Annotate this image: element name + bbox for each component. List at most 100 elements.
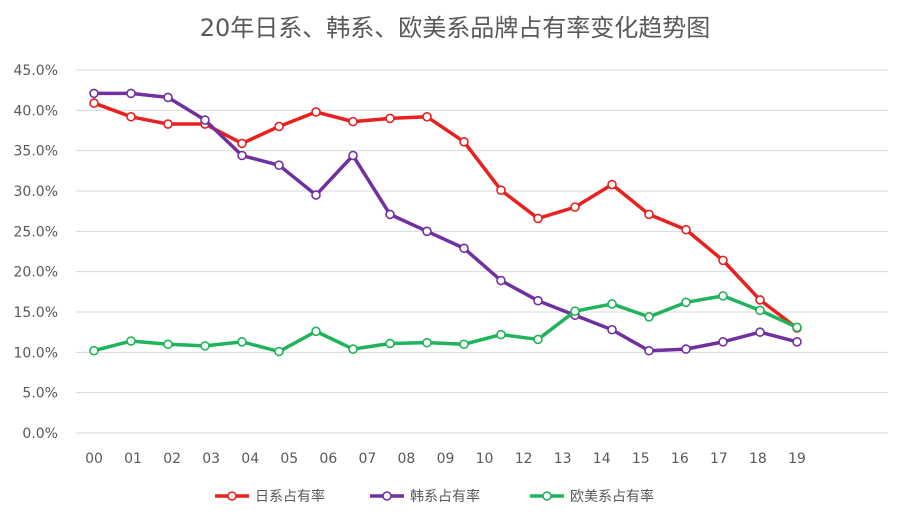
data-point [311,326,321,337]
data-point [348,344,358,354]
legend-swatch-marker [382,491,392,501]
x-tick-label: 17 [710,451,728,467]
data-point [274,160,284,170]
x-tick-label: 12 [515,451,533,467]
x-tick-label: 10 [476,451,494,467]
y-tick-label: 40.0% [14,103,58,119]
y-tick-label: 25.0% [14,224,58,240]
data-point [200,341,210,351]
x-tick-label: 08 [398,451,416,467]
data-point [385,113,395,124]
data-point [570,306,580,316]
data-point [644,209,654,220]
data-point [755,295,765,305]
y-tick-label: 5.0% [22,386,58,402]
series-lines [89,88,802,357]
x-tick-label: 02 [163,451,181,467]
y-axis-ticks: 0.0% 5.0% 10.0% 15.0% 20.0% 25.0% 30.0% 35.0% 40… [14,63,58,442]
data-point [200,115,210,125]
data-point [792,337,802,347]
data-point [385,209,395,220]
series-line-2 [92,294,799,354]
x-tick-label: 13 [554,451,572,467]
x-axis-ticks: 00 01 02 03 04 05 06 07 08 09 10 12 13 14 15 16 17 18 19 [85,451,806,467]
data-point [89,345,99,356]
x-tick-label: 15 [632,451,650,467]
data-point [126,111,136,122]
x-tick-label: 05 [280,451,298,467]
data-point [718,255,728,266]
data-point [348,116,358,127]
y-tick-label: 30.0% [14,184,58,200]
data-point [496,329,506,340]
data-point [459,243,469,254]
data-point [755,327,765,337]
data-point [533,334,543,345]
data-point [89,98,99,108]
data-point [422,226,432,237]
data-point [237,150,247,161]
y-tick-label: 35.0% [14,144,58,160]
y-tick-label: 10.0% [14,345,58,361]
data-point [126,336,136,346]
data-point [607,324,617,335]
x-tick-label: 16 [671,451,689,467]
data-point [718,337,728,347]
data-point [274,346,284,357]
data-point [163,119,173,129]
data-point [533,213,543,224]
data-point [422,337,432,348]
data-point [755,305,765,316]
data-point [163,339,173,350]
legend-item-0: 日系占有率 [215,488,325,505]
legend-label: 欧美系占有率 [570,488,654,505]
data-point [496,275,506,286]
x-tick-label: 06 [319,451,337,467]
data-point [422,111,432,122]
data-point [89,88,99,99]
data-point [385,338,395,349]
data-point [681,297,691,308]
data-point [311,107,321,117]
legend-swatch-marker [542,491,552,501]
data-point [644,312,654,322]
data-point [792,322,802,333]
series-line-0 [92,101,799,330]
x-tick-label: 07 [358,451,376,467]
x-tick-label: 04 [241,451,259,467]
data-point [681,224,691,235]
x-tick-label: 01 [124,451,142,467]
x-tick-label: 03 [202,451,220,467]
x-tick-label: 00 [85,451,103,467]
data-point [274,121,284,132]
legend-label: 日系占有率 [255,488,325,505]
legend-swatch-marker [227,491,237,501]
data-point [237,138,247,149]
y-tick-label: 20.0% [14,265,58,281]
x-tick-label: 14 [593,451,611,467]
data-point [348,150,358,161]
x-tick-label: 18 [749,451,767,467]
y-tick-label: 15.0% [14,305,58,321]
legend-item-2: 欧美系占有率 [530,488,654,505]
x-tick-label: 09 [437,451,455,467]
data-point [681,344,691,354]
data-point [607,179,617,190]
data-point [163,92,173,103]
data-point [570,202,580,212]
y-tick-label: 0.0% [22,426,58,442]
legend-item-1: 韩系占有率 [370,488,480,505]
legend-label: 韩系占有率 [410,488,480,505]
chart-title: 20年日系、韩系、欧美系品牌占有率变化趋势图 [200,14,711,42]
series-line-1 [92,91,799,353]
data-point [459,339,469,350]
gridlines [76,69,888,434]
data-point [237,337,247,347]
x-tick-label: 19 [788,451,806,467]
data-point [644,345,654,356]
data-point [533,295,543,306]
data-point [126,88,136,99]
legend: 日系占有率 韩系占有率 欧美系占有率 [215,488,654,505]
